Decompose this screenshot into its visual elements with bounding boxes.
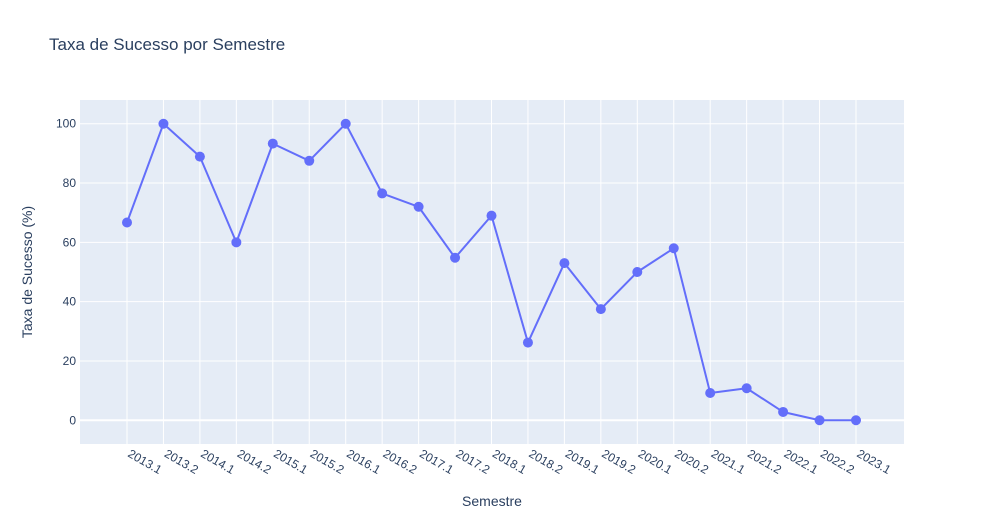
chart-title: Taxa de Sucesso por Semestre xyxy=(49,35,285,54)
x-tick-label: 2020.2 xyxy=(672,446,711,477)
x-tick-label: 2021.2 xyxy=(745,446,784,477)
data-point xyxy=(778,406,789,417)
x-tick-label: 2014.1 xyxy=(198,446,237,477)
data-point xyxy=(450,252,461,263)
y-tick-label: 20 xyxy=(63,354,77,368)
data-point xyxy=(231,237,242,248)
data-point xyxy=(668,243,679,254)
data-point xyxy=(122,217,132,228)
x-tick-label: 2013.1 xyxy=(126,446,165,477)
data-point xyxy=(705,387,716,398)
x-tick-label: 2013.2 xyxy=(162,446,201,477)
data-point xyxy=(377,188,388,199)
data-point xyxy=(851,415,861,426)
data-point xyxy=(304,155,315,166)
data-point xyxy=(194,151,205,162)
series-layer xyxy=(122,118,861,426)
x-axis-title: Semestre xyxy=(462,493,522,509)
y-tick-label: 60 xyxy=(63,235,77,249)
x-tick-label: 2018.2 xyxy=(526,446,565,477)
x-tick-label: 2022.1 xyxy=(782,446,821,477)
data-point xyxy=(559,258,570,269)
data-point xyxy=(340,118,351,129)
x-tick-label: 2017.2 xyxy=(454,446,493,477)
data-point xyxy=(741,383,752,394)
x-tick-label: 2019.2 xyxy=(599,446,638,477)
x-tick-label: 2014.2 xyxy=(235,446,274,477)
x-tick-label: 2017.1 xyxy=(417,446,456,477)
x-tick-label: 2018.1 xyxy=(490,446,529,477)
data-point xyxy=(413,201,424,212)
x-tick-label: 2020.1 xyxy=(636,446,675,477)
x-tick-label: 2023.1 xyxy=(855,446,894,477)
data-point xyxy=(595,304,606,315)
x-tick-label: 2022.2 xyxy=(818,446,857,477)
y-axis-ticks: 0 20 40 60 80 100 xyxy=(56,117,76,428)
x-tick-label: 2016.1 xyxy=(344,446,383,477)
data-point xyxy=(267,138,278,149)
x-tick-label: 2016.2 xyxy=(381,446,420,477)
y-tick-label: 40 xyxy=(63,295,77,309)
x-axis-ticks: 2013.12013.22014.12014.22015.12015.22016… xyxy=(126,446,894,477)
data-point xyxy=(158,118,169,129)
data-point xyxy=(486,210,497,221)
x-tick-label: 2015.1 xyxy=(271,446,310,477)
x-tick-label: 2015.2 xyxy=(308,446,347,477)
y-axis-title: Taxa de Sucesso (%) xyxy=(19,206,35,338)
y-tick-label: 100 xyxy=(56,117,76,131)
data-point xyxy=(522,337,533,348)
x-tick-label: 2021.1 xyxy=(709,446,748,477)
y-tick-label: 80 xyxy=(63,176,77,190)
data-point xyxy=(632,267,643,277)
y-tick-label: 0 xyxy=(69,413,76,427)
x-tick-label: 2019.1 xyxy=(563,446,602,477)
data-point xyxy=(814,415,825,426)
